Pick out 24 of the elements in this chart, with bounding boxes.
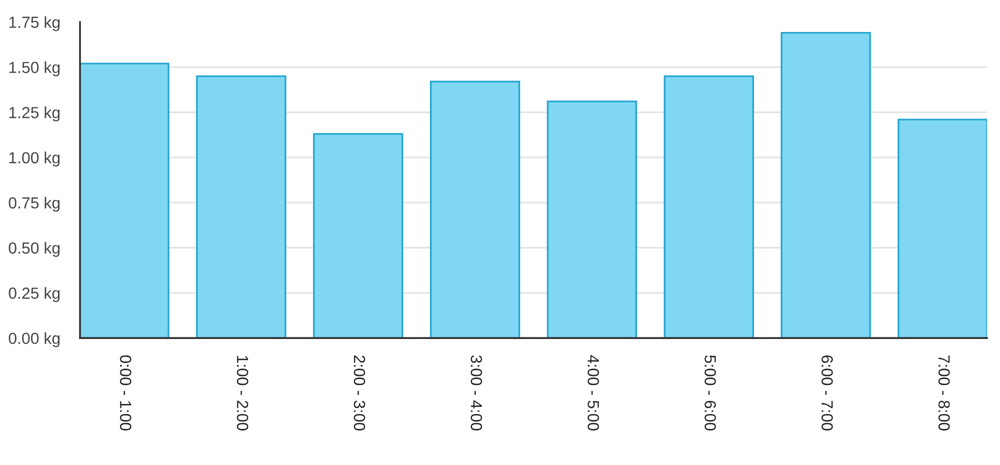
x-tick-label: 2:00 - 3:00 (354, 356, 366, 430)
x-tick-label: 7:00 - 8:00 (938, 356, 950, 430)
bar (430, 80, 520, 338)
bar (546, 100, 638, 338)
bar (313, 133, 404, 338)
y-tick-label: 1.75 kg (9, 16, 60, 32)
bar (898, 118, 987, 338)
y-tick-label: 0.25 kg (8, 287, 60, 302)
x-tick-label: 1:00 - 2:00 (236, 356, 248, 430)
y-tick-label: 1.25 kg (9, 106, 60, 122)
x-tick-label: 6:00 - 7:00 (822, 356, 833, 430)
bar (664, 75, 754, 338)
y-tick-label: 0.00 kg (8, 332, 60, 348)
y-tick-label: 0.75 kg (8, 196, 60, 212)
x-tick-label: 4:00 - 5:00 (588, 355, 599, 430)
y-tick-label: 1.00 kg (9, 152, 60, 167)
bar (80, 62, 170, 338)
bar (780, 32, 871, 338)
x-tick-label: 3:00 - 4:00 (470, 355, 482, 430)
x-tick-label: 5:00 - 6:00 (704, 355, 716, 430)
y-tick-label: 1.50 kg (9, 61, 60, 76)
bar (196, 75, 286, 338)
x-tick-label: 0:00 - 1:00 (120, 355, 132, 430)
y-tick-label: 0.50 kg (8, 242, 60, 257)
